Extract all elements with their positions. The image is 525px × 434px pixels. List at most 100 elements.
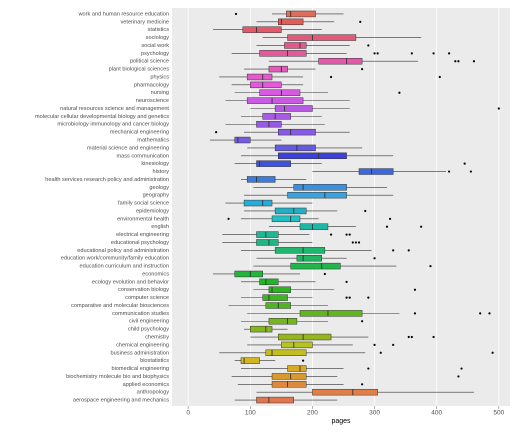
outlier <box>367 296 370 299</box>
outlier <box>420 225 423 228</box>
outlier <box>329 233 333 236</box>
outlier <box>457 60 460 63</box>
outlier <box>323 272 326 276</box>
y-tick-label: chemical engineering <box>116 342 169 348</box>
outlier <box>376 52 379 55</box>
x-tick-label: 100 <box>245 410 256 417</box>
y-tick-label: sociology <box>146 35 170 41</box>
y-tick-label: educational psychology <box>111 240 169 246</box>
y-tick-label: history <box>153 169 170 175</box>
box <box>256 160 291 167</box>
box <box>268 286 291 293</box>
y-tick-label: biostatistics <box>140 358 169 364</box>
outlier <box>413 288 417 291</box>
y-tick-label: veterinary medicine <box>120 19 169 25</box>
box <box>259 89 301 96</box>
box <box>281 341 313 349</box>
y-tick-label: mathematics <box>137 138 169 144</box>
outlier <box>410 335 413 339</box>
y-tick-label: material science and engineering <box>87 145 169 151</box>
outlier <box>454 60 457 63</box>
box <box>274 144 316 152</box>
outlier <box>432 335 435 339</box>
box <box>274 105 313 112</box>
y-tick-label: applied economics <box>123 382 170 388</box>
outlier <box>373 343 376 346</box>
outlier <box>469 170 472 173</box>
box <box>242 26 282 33</box>
box <box>268 65 288 73</box>
outlier <box>429 265 432 268</box>
y-tick-label: nursing <box>151 90 169 96</box>
box <box>277 18 304 26</box>
outlier <box>227 217 230 220</box>
box <box>250 325 273 333</box>
outlier <box>491 351 494 354</box>
box <box>286 10 316 18</box>
y-tick-label: conservation biology <box>118 287 169 293</box>
y-tick-label: mass communication <box>116 153 169 159</box>
outlier <box>398 91 401 94</box>
box <box>284 42 307 49</box>
y-tick-label: epidemiology <box>136 208 169 214</box>
y-tick-label: environmental health <box>117 216 169 222</box>
box <box>259 50 307 57</box>
box <box>234 270 263 278</box>
y-tick-label: biomedical engineering <box>111 366 169 372</box>
box <box>246 73 273 81</box>
outlier <box>301 359 305 362</box>
outlier <box>379 351 382 354</box>
box <box>268 318 298 325</box>
outlier <box>388 217 392 220</box>
y-tick-label: psychology <box>141 51 169 57</box>
y-tick-label: work and human resource education <box>78 11 170 17</box>
outlier <box>364 209 367 213</box>
x-tick-label: 200 <box>307 410 318 417</box>
y-tick-label: statistics <box>148 27 170 33</box>
outlier <box>392 249 395 252</box>
box <box>271 373 307 380</box>
outlier <box>367 44 370 47</box>
box <box>277 128 316 136</box>
box <box>274 247 326 254</box>
box <box>234 136 251 144</box>
box <box>256 231 279 238</box>
x-axis-label: pages <box>331 418 351 425</box>
outlier <box>497 107 500 110</box>
y-tick-label: neuroscience <box>136 98 169 104</box>
outlier <box>345 296 348 299</box>
outlier <box>457 375 460 378</box>
outlier <box>410 52 413 55</box>
box <box>287 365 307 372</box>
outlier <box>215 131 218 134</box>
outlier <box>407 335 410 339</box>
y-tick-label: physics <box>150 74 169 80</box>
y-tick-label: comparative and molecular biosciences <box>71 303 169 309</box>
outlier <box>361 68 364 71</box>
box <box>293 184 347 191</box>
outlier <box>351 241 354 244</box>
box <box>246 97 304 104</box>
box <box>259 278 279 286</box>
outlier <box>234 12 238 16</box>
outlier <box>432 52 435 55</box>
box <box>250 81 282 89</box>
outlier <box>448 170 451 173</box>
x-tick-label: 0 <box>186 410 190 417</box>
y-tick-label: business administration <box>111 350 169 356</box>
y-tick-label: chemistry <box>145 335 169 341</box>
box <box>296 255 322 262</box>
y-tick-label: child psychology <box>128 327 169 333</box>
y-tick-label: education curriculum and instruction <box>79 264 169 270</box>
plot-background <box>172 8 510 406</box>
outlier <box>413 312 417 315</box>
box <box>262 113 291 120</box>
box <box>277 152 347 159</box>
outlier <box>359 20 362 23</box>
outlier <box>354 241 358 244</box>
box <box>290 262 341 270</box>
outlier <box>348 296 351 299</box>
outlier <box>385 225 389 228</box>
box <box>299 310 363 317</box>
